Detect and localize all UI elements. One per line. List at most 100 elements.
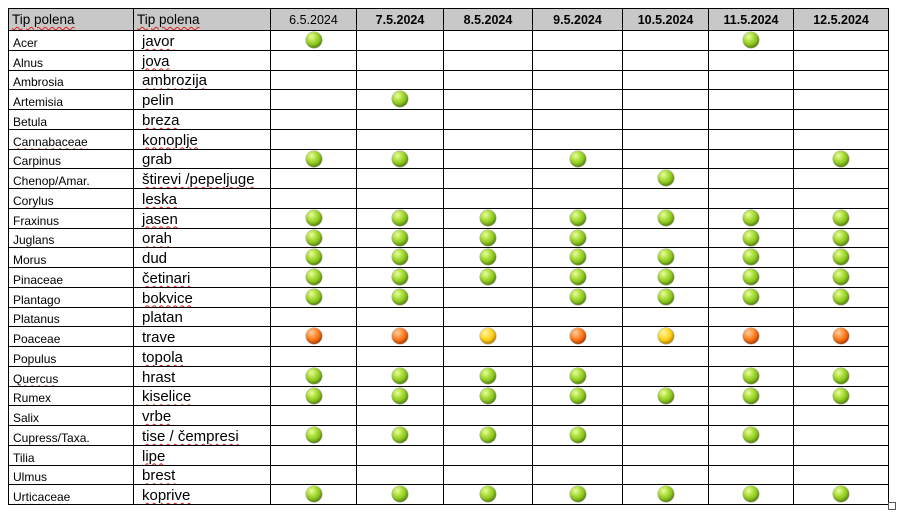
pollen-local-name: bokvice: [133, 286, 271, 308]
pollen-local-label: štirevi /pepeljuge: [142, 171, 255, 188]
pollen-level-cell: [793, 69, 889, 91]
pollen-latin-label: Ambrosia: [13, 75, 64, 90]
table-resize-handle[interactable]: [888, 502, 896, 510]
pollen-low-dot-icon: [480, 249, 496, 266]
pollen-local-name: ambrozija: [133, 69, 271, 91]
pollen-latin-name: Corylus: [8, 188, 134, 209]
pollen-latin-name: Alnus: [8, 49, 134, 71]
pollen-latin-label: Platanus: [13, 312, 60, 327]
table-row: Fraxinus jasen: [8, 207, 889, 229]
pollen-level-cell: [708, 227, 794, 249]
pollen-latin-name: Chenop/Amar.: [8, 168, 134, 189]
pollen-local-name: štirevi /pepeljuge: [133, 168, 271, 189]
pollen-level-cell: [532, 109, 623, 130]
pollen-level-cell: [622, 247, 709, 268]
table-row: Salix vrbe: [8, 405, 889, 426]
pollen-high-dot-icon: [305, 328, 322, 345]
pollen-level-cell: [270, 49, 357, 71]
pollen-level-cell: [443, 109, 533, 130]
pollen-level-cell: [793, 365, 889, 387]
pollen-level-cell: [708, 444, 794, 466]
pollen-level-cell: [356, 69, 444, 91]
pollen-level-cell: [270, 385, 357, 407]
header-date: 8.5.2024: [443, 8, 533, 31]
pollen-level-cell: [356, 425, 444, 446]
pollen-latin-label: Morus: [13, 253, 47, 267]
table-row: Tilia lipe: [8, 444, 889, 466]
pollen-level-cell: [443, 464, 533, 486]
pollen-level-cell: [270, 227, 357, 249]
pollen-level-cell: [793, 326, 889, 347]
pollen-level-cell: [708, 207, 794, 229]
pollen-level-cell: [443, 306, 533, 328]
pollen-latin-label: Corylus: [13, 193, 54, 208]
pollen-latin-label: Artemisia: [13, 95, 64, 109]
pollen-local-label: pelin: [142, 92, 174, 109]
pollen-local-name: trave: [133, 326, 271, 347]
pollen-level-cell: [708, 346, 794, 367]
pollen-low-dot-icon: [569, 387, 586, 404]
pollen-local-label: javor: [142, 32, 175, 50]
pollen-local-name: brest: [133, 464, 271, 486]
table-row: Rumex kiselice: [8, 385, 889, 407]
pollen-low-dot-icon: [305, 427, 322, 444]
pollen-low-dot-icon: [569, 427, 586, 444]
pollen-low-dot-icon: [569, 269, 586, 286]
pollen-low-dot-icon: [657, 249, 674, 266]
pollen-high-dot-icon: [392, 328, 408, 345]
pollen-low-dot-icon: [657, 170, 674, 187]
pollen-high-dot-icon: [743, 328, 759, 345]
pollen-level-cell: [622, 306, 709, 328]
pollen-level-cell: [270, 188, 357, 209]
pollen-low-dot-icon: [305, 249, 322, 266]
pollen-local-name: lipe: [133, 444, 271, 466]
pollen-level-cell: [622, 385, 709, 407]
pollen-level-cell: [356, 326, 444, 347]
pollen-low-dot-icon: [305, 269, 322, 286]
pollen-local-label: jasen: [142, 210, 178, 228]
pollen-local-name: kiselice: [133, 385, 271, 407]
pollen-level-cell: [793, 247, 889, 268]
pollen-level-cell: [532, 168, 623, 189]
pollen-low-dot-icon: [305, 486, 322, 503]
pollen-level-cell: [443, 405, 533, 426]
pollen-low-dot-icon: [480, 269, 496, 286]
pollen-level-cell: [532, 464, 623, 486]
pollen-local-name: dud: [133, 247, 271, 268]
pollen-low-dot-icon: [569, 486, 586, 503]
pollen-latin-name: Urticaceae: [8, 484, 134, 505]
pollen-level-cell: [622, 69, 709, 91]
pollen-latin-name: Ambrosia: [8, 69, 134, 91]
pollen-level-cell: [270, 464, 357, 486]
pollen-level-cell: [356, 385, 444, 407]
pollen-local-name: javor: [133, 30, 271, 51]
table-row: Artemisia pelin: [8, 89, 889, 110]
pollen-latin-label: Rumex: [13, 391, 52, 406]
pollen-level-cell: [532, 267, 623, 288]
pollen-level-cell: [708, 128, 794, 150]
header-date: 12.5.2024: [793, 8, 889, 31]
pollen-latin-name: Artemisia: [8, 89, 134, 110]
pollen-level-cell: [443, 267, 533, 288]
header-local-label: Tip polena: [137, 12, 200, 27]
pollen-level-cell: [793, 207, 889, 229]
pollen-low-dot-icon: [569, 367, 586, 384]
pollen-low-dot-icon: [743, 288, 759, 305]
table-row: Ambrosia ambrozija: [8, 69, 889, 91]
pollen-level-cell: [793, 346, 889, 367]
pollen-level-cell: [532, 89, 623, 110]
pollen-latin-label: Betula: [13, 114, 48, 129]
pollen-level-cell: [356, 286, 444, 308]
pollen-level-cell: [532, 365, 623, 387]
pollen-low-dot-icon: [305, 288, 322, 305]
pollen-level-cell: [793, 464, 889, 486]
pollen-level-cell: [443, 326, 533, 347]
pollen-level-cell: [622, 188, 709, 209]
pollen-level-cell: [270, 365, 357, 387]
pollen-level-cell: [622, 346, 709, 367]
pollen-local-label: grab: [142, 151, 173, 169]
pollen-level-cell: [443, 207, 533, 229]
pollen-low-dot-icon: [657, 269, 674, 286]
pollen-level-cell: [622, 326, 709, 347]
table-row: Betula breza: [8, 109, 889, 130]
